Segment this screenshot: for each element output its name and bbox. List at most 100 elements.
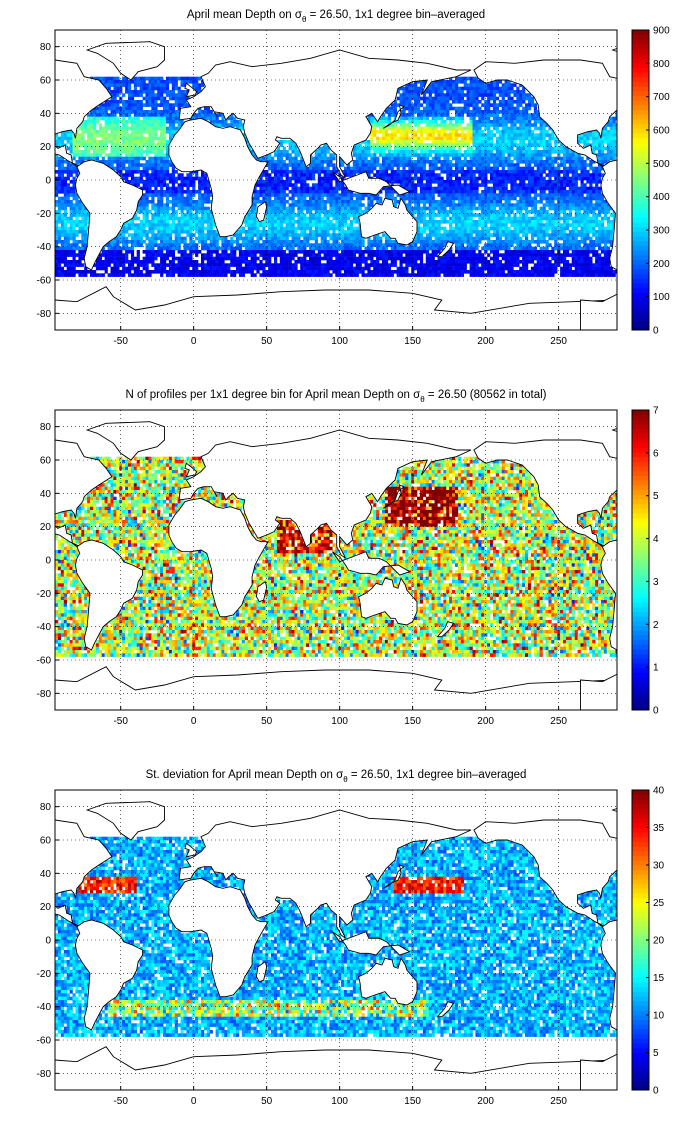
- heatmap-cell: [151, 196, 155, 201]
- heatmap-cell: [568, 196, 572, 201]
- heatmap-cell: [419, 190, 424, 194]
- heatmap-cell: [326, 176, 330, 181]
- heatmap-cell: [522, 180, 526, 184]
- heatmap-cell: [428, 226, 432, 231]
- heatmap-cell: [177, 196, 181, 201]
- heatmap-cell: [128, 170, 132, 174]
- heatmap-cell: [201, 116, 205, 121]
- heatmap-cell: [507, 90, 511, 94]
- heatmap-cell: [504, 150, 508, 154]
- heatmap-cell: [133, 133, 137, 137]
- heatmap-cell: [498, 110, 502, 114]
- heatmap-cell: [101, 126, 105, 131]
- heatmap-cell: [405, 103, 409, 107]
- heatmap-cell: [171, 113, 175, 117]
- heatmap-cell: [367, 116, 371, 121]
- heatmap-cell: [300, 216, 304, 221]
- heatmap-cell: [151, 93, 155, 97]
- heatmap-cell: [563, 210, 567, 214]
- heatmap-cell: [101, 136, 105, 141]
- heatmap-cell: [428, 163, 432, 167]
- heatmap-cell: [577, 153, 581, 157]
- heatmap-cell: [133, 130, 137, 134]
- heatmap-cell: [165, 126, 170, 131]
- heatmap-cell: [279, 156, 283, 161]
- heatmap-cell: [297, 203, 301, 207]
- heatmap-cell: [414, 153, 418, 157]
- heatmap-cell: [98, 126, 102, 131]
- heatmap-cell: [55, 213, 59, 217]
- heatmap-cell: [452, 140, 456, 144]
- heatmap-cell: [513, 143, 517, 147]
- heatmap-cell: [157, 83, 161, 87]
- heatmap-cell: [157, 210, 161, 214]
- heatmap-cell: [189, 216, 193, 221]
- heatmap-cell: [548, 183, 552, 187]
- heatmap-cell: [303, 180, 307, 184]
- heatmap-cell: [519, 213, 523, 217]
- heatmap-cell: [530, 143, 535, 147]
- heatmap-cell: [399, 150, 403, 154]
- heatmap-cell: [57, 213, 62, 217]
- heatmap-cell: [417, 96, 421, 101]
- heatmap-cell: [110, 100, 114, 104]
- heatmap-cell: [428, 113, 432, 117]
- heatmap-cell: [57, 156, 62, 161]
- heatmap-cell: [128, 220, 132, 224]
- heatmap-cell: [151, 176, 155, 181]
- heatmap-cell: [463, 83, 467, 87]
- heatmap-cell: [128, 116, 132, 121]
- heatmap-cell: [177, 100, 181, 104]
- heatmap-cell: [434, 213, 438, 217]
- heatmap-cell: [443, 196, 447, 201]
- heatmap-cell: [455, 90, 459, 94]
- heatmap-cell: [128, 163, 132, 167]
- heatmap-cell: [463, 106, 467, 111]
- heatmap-cell: [259, 190, 263, 194]
- heatmap-cell: [478, 126, 482, 131]
- heatmap-cell: [533, 110, 537, 114]
- heatmap-cell: [583, 186, 587, 191]
- heatmap-cell: [487, 140, 491, 144]
- heatmap-cell: [157, 193, 161, 197]
- heatmap-cell: [501, 190, 505, 194]
- heatmap-cell: [177, 106, 181, 111]
- heatmap-cell: [60, 220, 64, 224]
- heatmap-cell: [311, 183, 316, 187]
- heatmap-cell: [492, 196, 497, 201]
- heatmap-cell: [463, 156, 467, 161]
- heatmap-cell: [574, 160, 578, 164]
- heatmap-cell: [355, 206, 359, 211]
- heatmap-cell: [472, 123, 476, 127]
- heatmap-cell: [390, 170, 394, 174]
- heatmap-cell: [110, 133, 114, 137]
- heatmap-cell: [119, 110, 123, 114]
- heatmap-cell: [414, 103, 418, 107]
- heatmap-cell: [545, 153, 549, 157]
- heatmap-cell: [329, 153, 333, 157]
- heatmap-cell: [355, 143, 359, 147]
- heatmap-cell: [437, 210, 441, 214]
- heatmap-cell: [536, 136, 540, 141]
- heatmap-cell: [563, 203, 567, 207]
- heatmap-cell: [472, 193, 476, 197]
- heatmap-cell: [457, 110, 462, 114]
- heatmap-cell: [539, 153, 543, 157]
- heatmap-cell: [574, 176, 578, 181]
- heatmap-cell: [469, 86, 473, 91]
- heatmap-cell: [163, 160, 167, 164]
- heatmap-cell: [358, 153, 362, 157]
- heatmap-cell: [414, 83, 418, 87]
- heatmap-cell: [183, 103, 187, 107]
- heatmap-cell: [525, 213, 529, 217]
- heatmap-cell: [288, 226, 292, 231]
- heatmap-cell: [189, 76, 193, 81]
- heatmap-cell: [449, 146, 453, 151]
- heatmap-cell: [110, 80, 114, 84]
- heatmap-cell: [303, 223, 307, 227]
- heatmap-cell: [492, 200, 497, 204]
- heatmap-cell: [57, 140, 62, 144]
- heatmap-cell: [201, 226, 205, 231]
- heatmap-cell: [116, 83, 120, 87]
- heatmap-cell: [580, 223, 584, 227]
